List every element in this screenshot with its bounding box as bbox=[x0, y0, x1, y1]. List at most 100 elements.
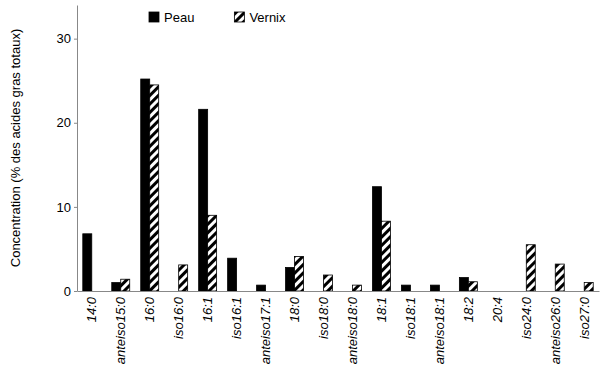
tick-label: 0 bbox=[64, 284, 71, 299]
tick-mark bbox=[74, 39, 77, 40]
tick: 16:0 bbox=[142, 291, 157, 322]
category-label: iso16:0 bbox=[171, 296, 186, 339]
tick: iso18:1 bbox=[403, 291, 418, 339]
bar bbox=[584, 283, 593, 291]
tick: 18:0 bbox=[287, 291, 302, 322]
tick: anteiso26:0 bbox=[548, 291, 563, 364]
bar bbox=[295, 257, 304, 291]
bar bbox=[401, 285, 410, 291]
bar bbox=[208, 215, 217, 291]
bar bbox=[199, 109, 208, 291]
category-label: anteiso26:0 bbox=[548, 296, 563, 364]
tick: iso16:0 bbox=[171, 291, 186, 339]
tick: iso24:0 bbox=[519, 291, 534, 339]
category-label: iso16:1 bbox=[229, 297, 244, 339]
bar bbox=[286, 267, 295, 291]
bar bbox=[237, 291, 246, 292]
tick: iso18:0 bbox=[316, 291, 331, 339]
bar bbox=[352, 285, 361, 291]
bar bbox=[266, 291, 275, 292]
tick: 30 bbox=[57, 31, 77, 46]
bar bbox=[410, 291, 419, 292]
bar bbox=[439, 291, 448, 292]
bar bbox=[526, 245, 535, 291]
tick: 18:2 bbox=[461, 291, 476, 322]
bar bbox=[141, 79, 150, 291]
category-label: anteiso18:0 bbox=[345, 296, 360, 364]
legend-item: Vernix bbox=[234, 10, 286, 25]
bar bbox=[459, 278, 468, 291]
bars bbox=[83, 79, 593, 291]
tick-label: 20 bbox=[57, 115, 71, 130]
category-label: 14:0 bbox=[84, 296, 99, 322]
category-label: anteiso15:0 bbox=[113, 296, 128, 364]
legend-item: Peau bbox=[149, 10, 194, 25]
y-axis: 0 10 20 30 bbox=[57, 6, 78, 299]
bar bbox=[315, 291, 324, 292]
y-axis-line bbox=[77, 6, 78, 292]
tick-mark bbox=[74, 291, 77, 292]
category-label: 20:4 bbox=[490, 297, 505, 323]
tick: 20:4 bbox=[490, 291, 505, 323]
bar bbox=[257, 285, 266, 291]
bar bbox=[170, 291, 179, 292]
x-axis-line bbox=[78, 291, 600, 292]
tick: 20 bbox=[57, 115, 77, 130]
category-label: anteiso17:1 bbox=[258, 297, 273, 364]
tick: 10 bbox=[57, 200, 77, 215]
bar bbox=[344, 291, 353, 292]
tick: iso27:0 bbox=[577, 291, 592, 339]
category-label: iso24:0 bbox=[519, 296, 534, 339]
tick-label: 30 bbox=[57, 31, 71, 46]
tick: anteiso18:1 bbox=[432, 291, 447, 364]
bar bbox=[372, 187, 381, 291]
bar bbox=[112, 283, 121, 291]
bar bbox=[497, 291, 506, 292]
bar bbox=[83, 234, 92, 291]
y-axis-title: Concentration (% des acides gras totaux) bbox=[8, 29, 23, 267]
tick: iso16:1 bbox=[229, 291, 244, 339]
x-axis: 14:0 anteiso15:0 16:0 iso16:0 16:1 iso16:1 ant… bbox=[78, 291, 600, 364]
chart: 0 10 20 30 14:0 anteiso15:0 16:0 iso16:0 16:1 iso… bbox=[0, 0, 607, 384]
tick: anteiso18:0 bbox=[345, 291, 360, 364]
bar bbox=[430, 285, 439, 291]
legend: Peau Vernix bbox=[149, 10, 286, 25]
bar bbox=[381, 221, 390, 291]
bar bbox=[575, 291, 584, 292]
bar bbox=[324, 275, 333, 291]
legend-swatch bbox=[234, 12, 244, 22]
category-label: 16:1 bbox=[200, 297, 215, 322]
category-label: iso18:0 bbox=[316, 296, 331, 339]
bar bbox=[517, 291, 526, 292]
bar bbox=[488, 291, 497, 292]
tick-label: 10 bbox=[57, 200, 71, 215]
bar bbox=[121, 279, 130, 291]
tick: 14:0 bbox=[84, 291, 99, 322]
category-label: iso18:1 bbox=[403, 297, 418, 339]
category-label: 18:2 bbox=[461, 296, 476, 322]
category-label: 18:0 bbox=[287, 296, 302, 322]
tick: 0 bbox=[64, 284, 77, 299]
category-label: anteiso18:1 bbox=[432, 297, 447, 364]
series bbox=[121, 85, 593, 291]
tick: 18:1 bbox=[374, 291, 389, 322]
tick: anteiso17:1 bbox=[258, 291, 273, 364]
tick: 16:1 bbox=[200, 291, 215, 322]
bar bbox=[555, 264, 564, 291]
legend-label: Vernix bbox=[249, 10, 286, 25]
bar bbox=[468, 282, 477, 291]
tick-mark bbox=[74, 123, 77, 124]
bar bbox=[92, 291, 101, 292]
series bbox=[83, 79, 469, 291]
tick: anteiso15:0 bbox=[113, 291, 128, 364]
bar bbox=[179, 265, 188, 291]
bar bbox=[546, 291, 555, 292]
tick-mark bbox=[74, 207, 77, 208]
legend-swatch bbox=[149, 12, 159, 22]
legend-label: Peau bbox=[164, 10, 194, 25]
category-label: 18:1 bbox=[374, 297, 389, 322]
bar bbox=[150, 85, 159, 291]
category-label: 16:0 bbox=[142, 296, 157, 322]
category-label: iso27:0 bbox=[577, 296, 592, 339]
bar bbox=[228, 258, 237, 291]
